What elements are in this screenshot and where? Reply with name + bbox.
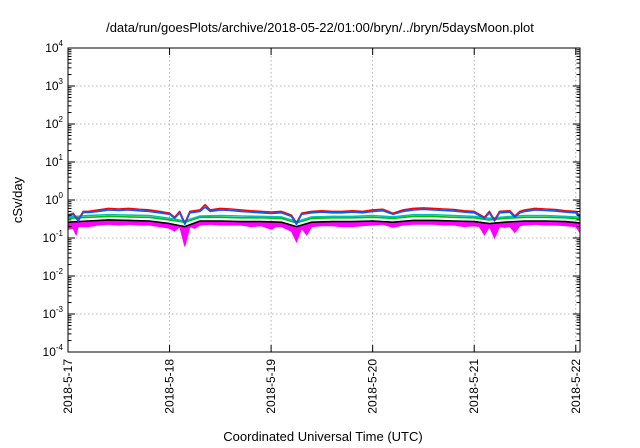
x-axis-label: Coordinated Universal Time (UTC) <box>223 429 422 444</box>
grid <box>68 48 580 352</box>
chart-title: /data/run/goesPlots/archive/2018-05-22/0… <box>106 20 534 35</box>
x-tick-label: 2018-5-22 <box>569 359 583 414</box>
y-tick-label: 103 <box>45 77 63 93</box>
y-tick-label: 10-3 <box>43 305 64 321</box>
y-tick-label: 101 <box>45 153 63 169</box>
y-tick-labels: 10-4 10-3 10-2 10-1 100 101 102 103 104 <box>43 39 64 359</box>
x-tick-label: 2018-5-18 <box>163 359 177 414</box>
y-tick-label: 10-4 <box>43 343 64 359</box>
x-tick-label: 2018-5-20 <box>366 359 380 414</box>
y-tick-label: 10-1 <box>43 229 64 245</box>
series-area <box>67 219 581 247</box>
axis-ticks <box>67 47 580 353</box>
y-tick-label: 104 <box>45 39 63 55</box>
x-tick-label: 2018-5-17 <box>61 359 75 414</box>
x-tick-labels: 2018-5-17 2018-5-18 2018-5-19 2018-5-20 2018… <box>61 359 583 414</box>
plot-series <box>67 203 581 247</box>
series-line <box>67 206 581 226</box>
y-axis-label: cSv/day <box>10 176 25 223</box>
x-tick-label: 2018-5-19 <box>264 359 278 414</box>
y-tick-label: 102 <box>45 115 63 131</box>
x-tick-label: 2018-5-21 <box>467 359 481 414</box>
y-tick-label: 10-2 <box>43 267 64 283</box>
series-line <box>67 215 580 224</box>
y-tick-label: 100 <box>45 191 63 207</box>
series-line <box>67 203 581 224</box>
series-line <box>67 219 580 228</box>
